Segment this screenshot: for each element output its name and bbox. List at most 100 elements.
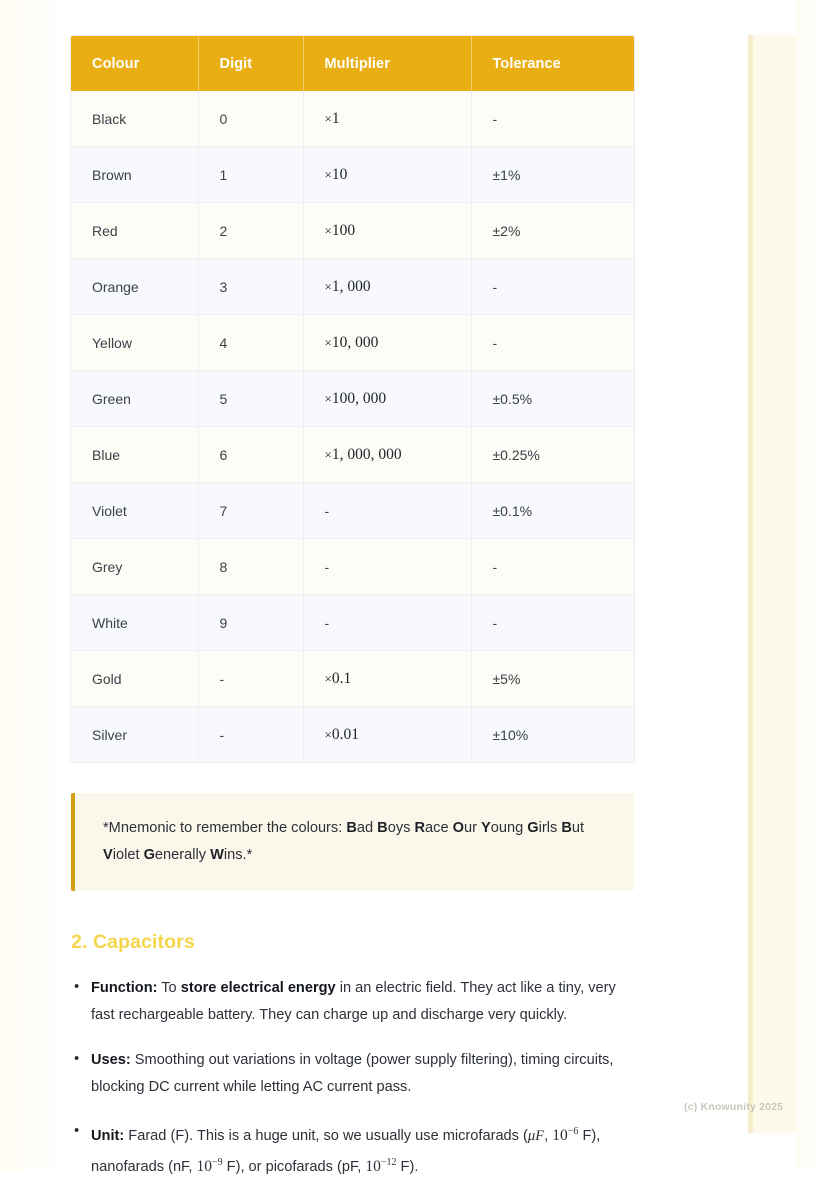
bullet-function-emphasis: store electrical energy <box>180 980 336 996</box>
cell-digit: 8 <box>198 538 304 595</box>
cell-digit: 9 <box>198 594 304 651</box>
table-row: Red 2 ×100 ±2% <box>71 202 634 259</box>
bullet-uses: Uses: Smoothing out variations in voltag… <box>71 1046 637 1100</box>
cell-colour: Yellow <box>71 314 199 371</box>
mnemonic-word-rest: ins.* <box>223 847 253 863</box>
mnemonic-word-rest: ace <box>425 820 453 836</box>
cell-multiplier: - <box>303 594 472 651</box>
bullet-label-uses: Uses: <box>91 1052 131 1068</box>
document-content: Colour Digit Multiplier Tolerance Black 0… <box>71 36 634 1180</box>
table-row: Violet 7- ±0.1% <box>71 482 634 539</box>
cell-colour: Brown <box>71 146 199 203</box>
cell-colour: Grey <box>71 538 199 595</box>
table-header: Colour Digit Multiplier Tolerance <box>71 36 634 91</box>
cell-multiplier: - <box>303 538 472 595</box>
cell-digit: 3 <box>198 258 304 315</box>
bullet-unit-text-1: Farad (F). This is a huge unit, so we us… <box>124 1128 528 1145</box>
cell-tolerance: ±10% <box>471 706 634 762</box>
mnemonic-initial: R <box>414 820 426 836</box>
cell-colour: Gold <box>71 650 199 707</box>
cell-digit: 2 <box>198 202 304 259</box>
cell-colour: Silver <box>71 706 199 762</box>
mnemonic-word-rest: oys <box>387 820 415 836</box>
mnemonic-initial: B <box>377 820 388 836</box>
cell-multiplier: ×1 <box>303 91 472 147</box>
table-body: Black 0 ×1- Brown 1 ×10 ±1% Red 2 ×100 ±2% Orange 3 ×… <box>71 91 634 762</box>
table-row: White 9- - <box>71 594 634 651</box>
mnemonic-initial: G <box>527 820 539 836</box>
table-header-row: Colour Digit Multiplier Tolerance <box>71 36 634 91</box>
bullet-unit-power-2: 10−9 <box>196 1156 223 1175</box>
mnemonic-initial: O <box>452 820 464 836</box>
cell-tolerance: ±5% <box>471 650 634 707</box>
cell-colour: White <box>71 594 199 651</box>
mnemonic-word-rest: oung <box>490 820 528 836</box>
right-side-panel <box>748 35 796 1133</box>
table-row: Black 0 ×1- <box>71 91 634 147</box>
mnemonic-initial: Y <box>481 820 491 836</box>
right-page-edge-gradient <box>796 0 828 1171</box>
bullet-unit-power-3: 10−12 <box>365 1156 397 1175</box>
mnemonic-callout-text: *Mnemonic to remember the colours: Bad B… <box>103 820 585 863</box>
cell-digit: 6 <box>198 426 304 483</box>
bullet-unit-power-1: 10−6 <box>552 1126 579 1145</box>
bullet-unit-symbol-microfarad: μF <box>527 1128 545 1145</box>
cell-multiplier: ×10, 000 <box>303 314 472 371</box>
table-row: Orange 3 ×1, 000- <box>71 258 634 315</box>
cell-tolerance: - <box>471 538 634 595</box>
cell-colour: Black <box>71 91 199 147</box>
mnemonic-word-rest: ad <box>356 820 378 836</box>
resistor-colour-code-table: Colour Digit Multiplier Tolerance Black 0… <box>71 36 634 762</box>
table-row: Gold - ×0.1 ±5% <box>71 650 634 707</box>
cell-tolerance: ±1% <box>471 146 634 203</box>
table-row: Green 5 ×100, 000 ±0.5% <box>71 370 634 427</box>
cell-tolerance: - <box>471 314 634 371</box>
cell-colour: Red <box>71 202 199 259</box>
bullet-uses-text: Smoothing out variations in voltage (pow… <box>91 1052 614 1095</box>
cell-digit: 1 <box>198 146 304 203</box>
table-row: Brown 1 ×10 ±1% <box>71 146 634 203</box>
bullet-unit-mid-2: F), or picofarads (pF, <box>222 1158 366 1175</box>
cell-colour: Green <box>71 370 199 427</box>
cell-tolerance: - <box>471 594 634 651</box>
copyright-watermark: (c) Knowunity 2025 <box>684 1101 784 1113</box>
mnemonic-word-rest: enerally <box>154 847 211 863</box>
mnemonic-word-rest: ur <box>463 820 482 836</box>
bullet-unit-comma-1: , <box>544 1128 553 1145</box>
mnemonic-word-rest: irls <box>538 820 562 836</box>
right-side-panel-accent-bar <box>748 35 753 1133</box>
bullet-function-text-1: To <box>157 980 181 996</box>
cell-multiplier: ×0.01 <box>303 706 472 762</box>
mnemonic-word-rest: ut <box>571 820 585 836</box>
cell-tolerance: ±2% <box>471 202 634 259</box>
cell-multiplier: ×1, 000, 000 <box>303 426 472 483</box>
bullet-function-text-2: in an electric field. They act like a ti… <box>91 980 616 1023</box>
table-row: Grey 8- - <box>71 538 634 595</box>
cell-multiplier: ×1, 000 <box>303 258 472 315</box>
mnemonic-callout: *Mnemonic to remember the colours: Bad B… <box>71 793 634 891</box>
bullet-label-unit: Unit: <box>91 1128 125 1145</box>
bullet-label-function: Function: <box>91 980 158 996</box>
left-page-edge-gradient <box>0 0 62 1171</box>
table-row: Blue 6 ×1, 000, 000 ±0.25% <box>71 426 634 483</box>
cell-tolerance: ±0.5% <box>471 370 634 427</box>
section-heading-capacitors: 2. Capacitors <box>71 931 195 953</box>
cell-tolerance: - <box>471 258 634 315</box>
cell-colour: Orange <box>71 258 199 315</box>
cell-multiplier: ×100 <box>303 202 472 259</box>
cell-colour: Blue <box>71 426 199 483</box>
mnemonic-initial: W <box>210 847 224 863</box>
table-row: Yellow 4 ×10, 000- <box>71 314 634 371</box>
cell-digit: - <box>198 706 304 762</box>
column-header-colour: Colour <box>71 36 199 91</box>
cell-digit: 7 <box>198 482 304 539</box>
mnemonic-initial: V <box>103 847 113 863</box>
cell-multiplier: ×0.1 <box>303 650 472 707</box>
cell-tolerance: ±0.25% <box>471 426 634 483</box>
mnemonic-initial: B <box>561 820 572 836</box>
table-row: Silver - ×0.01 ±10% <box>71 706 634 762</box>
column-header-multiplier: Multiplier <box>303 36 472 91</box>
cell-digit: 0 <box>198 91 304 147</box>
column-header-tolerance: Tolerance <box>471 36 634 91</box>
cell-digit: 4 <box>198 314 304 371</box>
